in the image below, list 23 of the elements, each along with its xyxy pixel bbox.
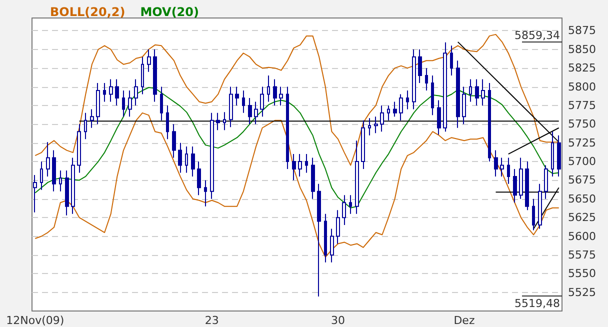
y-tick-label: 5600 [568, 230, 596, 243]
annotation: 5519,48 [514, 297, 560, 310]
y-tick-label: 5875 [568, 24, 596, 38]
x-tick-label: 23 [204, 314, 219, 327]
y-tick-label: 5625 [568, 211, 596, 224]
y-tick-label: 5650 [568, 192, 596, 206]
text: MOV(20) [140, 5, 199, 19]
y-tick-label: 5800 [568, 80, 596, 94]
y-tick-label: 5525 [568, 286, 596, 299]
y-tick-label: 5850 [568, 42, 596, 56]
y-tick-label: 5750 [568, 118, 596, 131]
x-tick-label: 12Nov(09) [6, 314, 64, 327]
x-tick-label: 30 [331, 314, 346, 327]
y-tick-label: 5725 [568, 136, 596, 150]
annotation: 5859,34 [514, 29, 560, 42]
x-tick-label: Dez [454, 314, 475, 327]
y-tick-label: 5575 [568, 248, 596, 262]
y-tick-label: 5675 [568, 174, 596, 187]
y-tick-label: 5550 [568, 267, 596, 280]
y-tick-label: 5825 [568, 62, 596, 75]
text: BOLL(20,2) [50, 5, 126, 19]
y-tick-label: 5700 [568, 155, 596, 168]
y-tick-label: 5775 [568, 98, 596, 112]
